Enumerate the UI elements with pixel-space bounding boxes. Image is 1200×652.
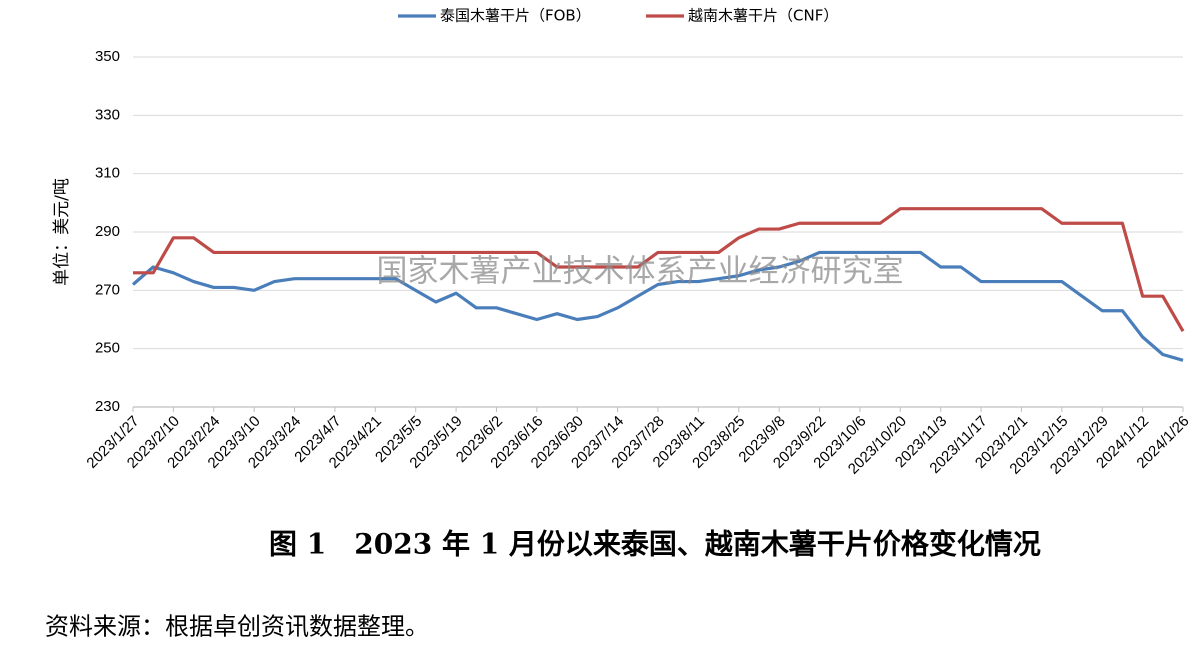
series-line [133, 207, 1185, 332]
caption: 图 1 2023 年 1 月份以来泰国、越南木薯干片价格变化情况 [269, 528, 1041, 561]
legend-label: 泰国木薯干片（FOB） [440, 7, 591, 25]
y-tick-label: 270 [95, 281, 120, 298]
y-tick-label: 330 [95, 106, 120, 123]
y-tick-label: 230 [95, 398, 120, 415]
y-tick-label: 250 [95, 340, 120, 357]
series-line [131, 250, 1184, 362]
y-tick-label: 290 [95, 223, 120, 240]
source-note: 资料来源：根据卓创资讯数据整理。 [45, 613, 429, 641]
y-tick-label: 310 [95, 165, 120, 182]
watermark: 国家木薯产业技术体系产业经济研究室 [377, 254, 904, 290]
y-tick-label: 350 [95, 48, 120, 65]
y-axis-label: 单位：美元/吨 [52, 178, 72, 286]
legend-label: 越南木薯干片（CNF） [688, 7, 838, 25]
